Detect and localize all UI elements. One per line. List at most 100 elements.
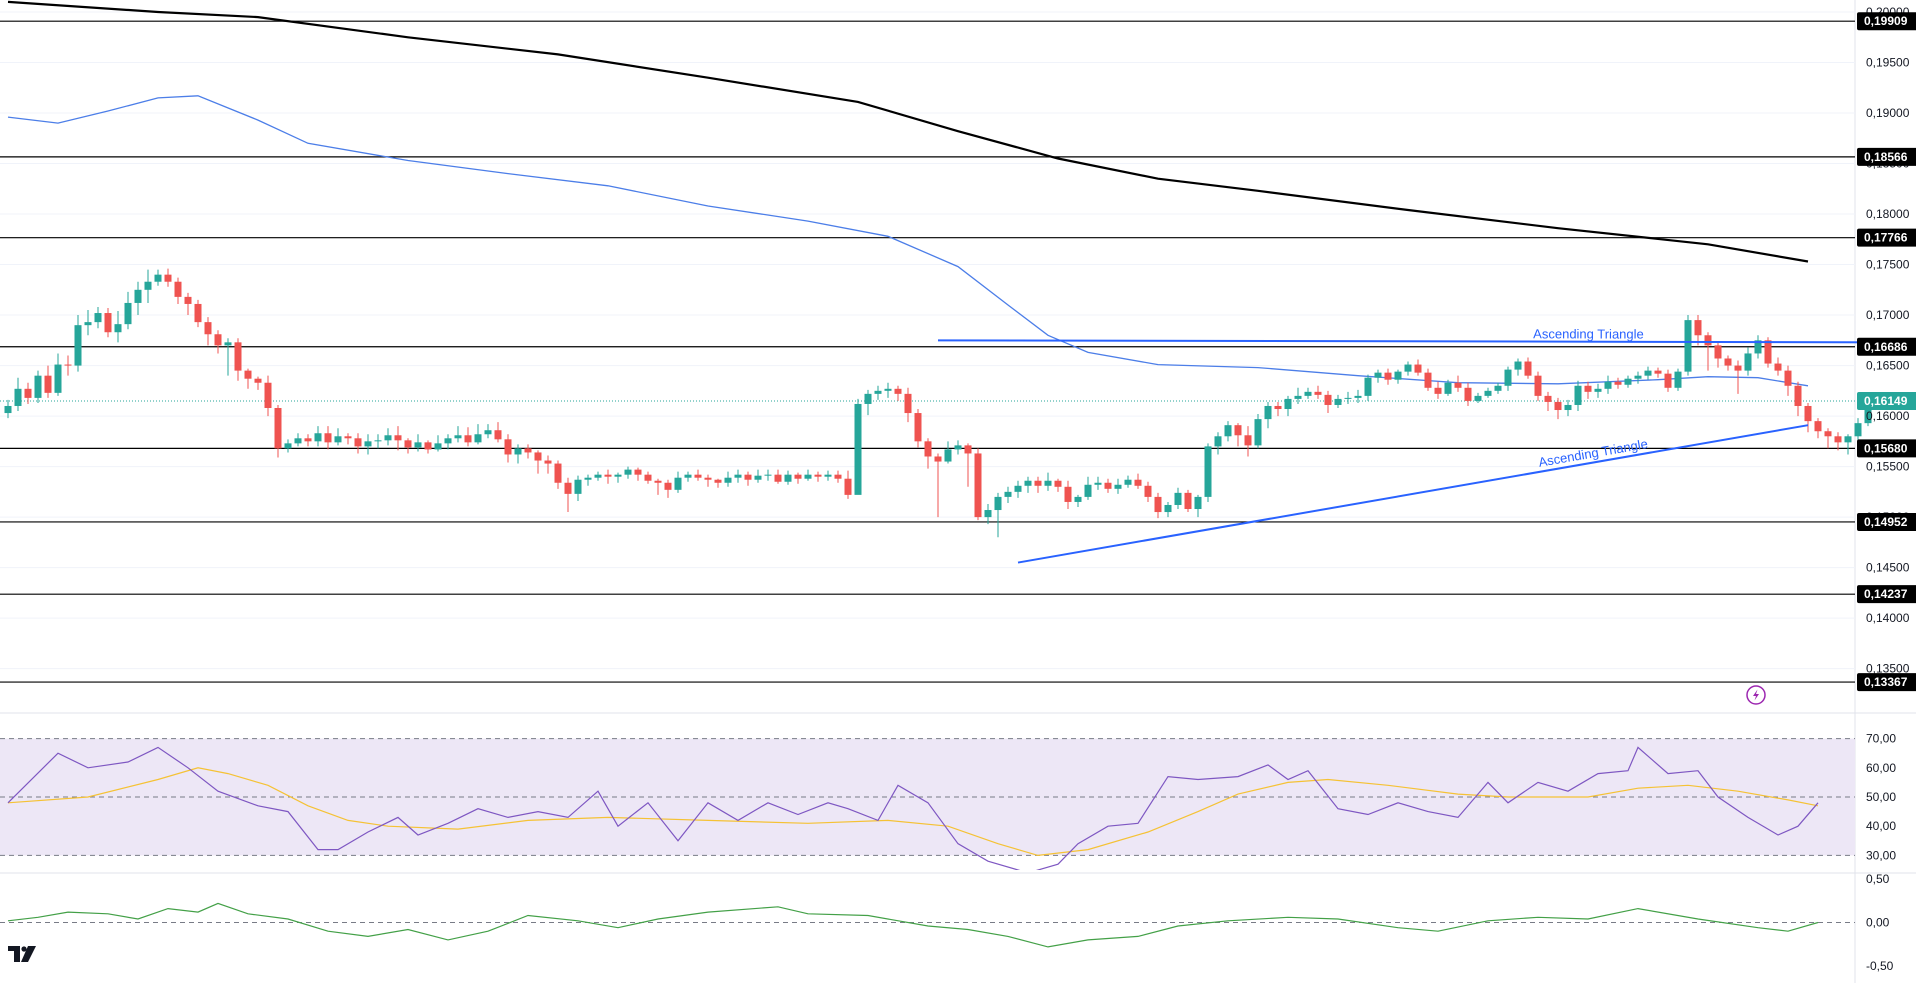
price-tick-label: 0,14000 — [1866, 611, 1910, 625]
candle-down — [494, 430, 502, 440]
candle-up — [1484, 390, 1492, 396]
candle-up — [84, 322, 92, 326]
candles[interactable] — [4, 268, 1872, 538]
candle-down — [394, 435, 402, 441]
candle-up — [1574, 385, 1582, 405]
price-axis[interactable]: 0,200000,195000,190000,185000,180000,175… — [1857, 5, 1916, 973]
candle-down — [744, 474, 752, 480]
candle-down — [1464, 387, 1472, 401]
candle-up — [984, 510, 992, 518]
candle-down — [1654, 370, 1662, 374]
candle-down — [1714, 345, 1722, 359]
candle-up — [1854, 423, 1862, 437]
candle-up — [1074, 496, 1082, 502]
candle-up — [1644, 370, 1652, 376]
candle-up — [1174, 492, 1182, 505]
candle-up — [864, 393, 872, 404]
candle-down — [184, 296, 192, 304]
level-tag-box — [1857, 147, 1916, 166]
current-price-tag: 0,16149 — [1864, 394, 1908, 408]
candle-up — [804, 474, 812, 479]
candle-up — [1864, 400, 1872, 424]
candle-down — [204, 322, 212, 335]
candle-up — [1224, 425, 1232, 437]
price-tick-label: 0,13500 — [1866, 662, 1910, 676]
candle-up — [1754, 340, 1762, 354]
lightning-icon-bolt — [1753, 689, 1759, 701]
candle-down — [554, 463, 562, 483]
candle-up — [14, 388, 22, 406]
logo-part-bar — [8, 946, 20, 962]
candle-down — [814, 474, 822, 477]
candle-up — [1684, 320, 1692, 372]
horizontal-levels[interactable] — [0, 20, 1855, 683]
logo-part-slash — [21, 946, 36, 962]
candle-down — [1704, 335, 1712, 346]
candle-up — [54, 364, 62, 393]
candle-down — [534, 452, 542, 461]
candle-down — [424, 442, 432, 450]
level-tag-box — [1857, 512, 1916, 531]
candle-down — [904, 393, 912, 414]
candle-down — [634, 469, 642, 475]
level-tag-label: 0,15680 — [1864, 441, 1908, 455]
candle-down — [1694, 320, 1702, 336]
level-tag-box — [1857, 585, 1916, 604]
macd-panel — [0, 902, 1855, 948]
candle-down — [1614, 381, 1622, 385]
candle-down — [844, 478, 852, 495]
candle-down — [1184, 492, 1192, 510]
candle-up — [614, 474, 622, 477]
candle-down — [274, 408, 282, 449]
candle-up — [1334, 398, 1342, 405]
candle-up — [1374, 372, 1382, 378]
macd-line — [7, 902, 1819, 948]
candle-up — [1744, 353, 1752, 371]
candle-up — [574, 479, 582, 494]
candle-up — [94, 313, 102, 323]
rsi-line — [7, 746, 1819, 870]
candle-down — [1384, 372, 1392, 380]
level-tag-box — [1857, 439, 1916, 458]
candle-up — [1124, 479, 1132, 485]
candle-down — [1814, 421, 1822, 432]
candle-down — [934, 456, 942, 462]
candle-up — [294, 438, 302, 444]
candle-down — [774, 474, 782, 482]
candle-down — [1784, 370, 1792, 386]
candle-down — [1834, 436, 1842, 443]
candle-up — [134, 289, 142, 303]
candle-down — [174, 281, 182, 297]
candle-up — [284, 443, 292, 449]
candle-down — [64, 364, 72, 366]
candle-up — [784, 474, 792, 482]
candle-down — [1734, 365, 1742, 371]
candle-up — [854, 403, 862, 495]
candle-up — [454, 435, 462, 439]
pattern-label: Ascending Triangle — [1533, 326, 1644, 341]
candle-up — [594, 474, 602, 478]
candle-down — [1054, 480, 1062, 487]
chart-decorations — [8, 685, 1766, 962]
candle-down — [214, 334, 222, 346]
rsi-panel — [0, 738, 1855, 870]
candle-up — [1044, 480, 1052, 486]
candle-down — [504, 439, 512, 455]
level-tag-label: 0,14952 — [1864, 515, 1908, 529]
candle-down — [1534, 375, 1542, 396]
candle-down — [704, 477, 712, 480]
candle-down — [644, 474, 652, 481]
candle-down — [1804, 405, 1812, 422]
candle-up — [484, 430, 492, 435]
candle-up — [384, 435, 392, 441]
level-tag-label: 0,13367 — [1864, 675, 1908, 689]
candle-up — [124, 302, 132, 325]
candle-up — [1354, 395, 1362, 398]
candle-up — [954, 445, 962, 450]
tradingview-logo-icon — [8, 946, 36, 962]
candle-up — [514, 448, 522, 455]
candle-down — [1244, 435, 1252, 446]
candle-up — [1634, 375, 1642, 379]
